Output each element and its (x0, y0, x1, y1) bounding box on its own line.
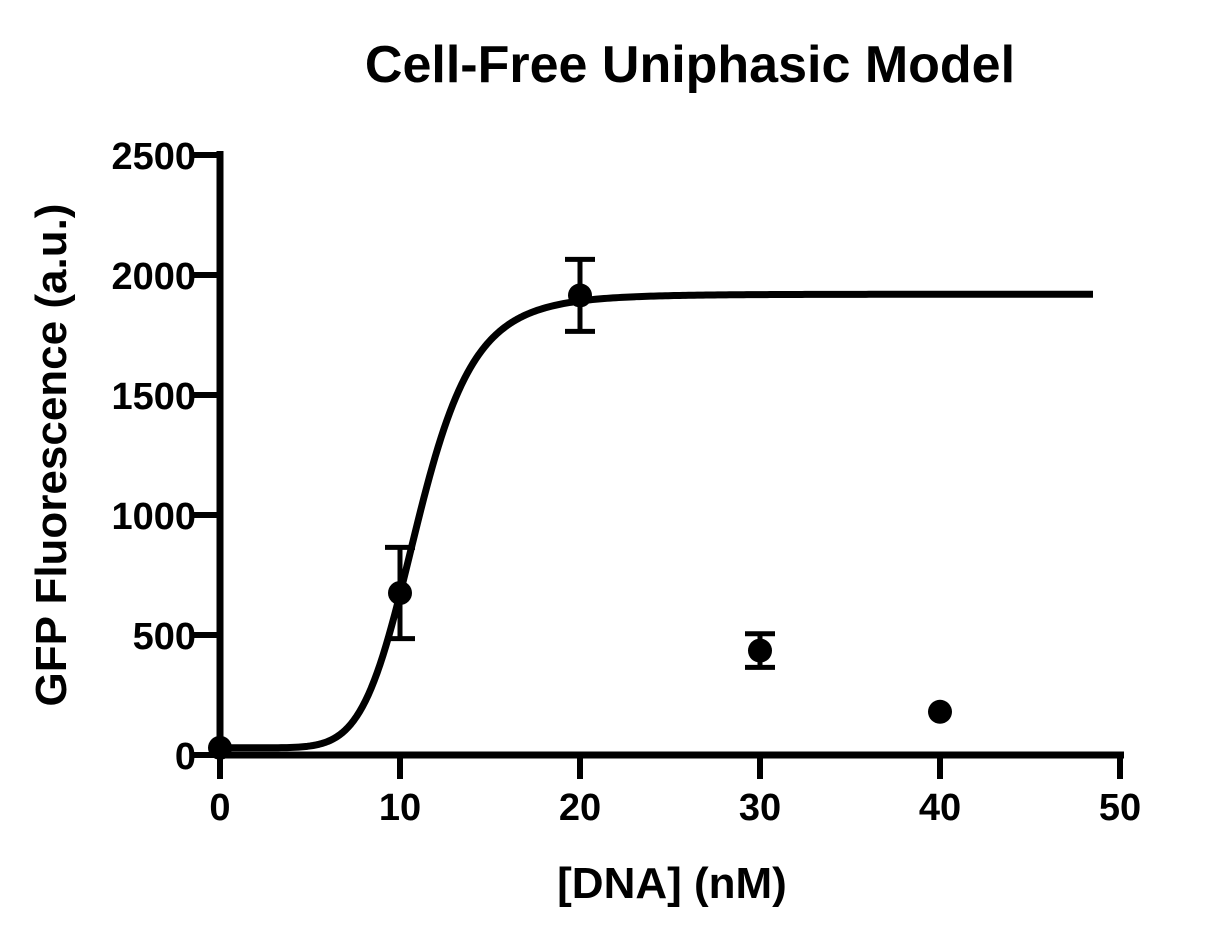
fit-layer (219, 290, 1094, 752)
points-layer (208, 256, 952, 760)
x-tick-label: 30 (739, 787, 781, 829)
data-point-group (385, 544, 415, 642)
data-point (748, 638, 772, 663)
fit-curve (219, 290, 1094, 752)
data-point (568, 283, 592, 308)
chart-title: Cell-Free Uniphasic Model (365, 36, 1015, 94)
x-tick-label: 20 (559, 787, 601, 829)
y-tick-label: 2500 (111, 136, 196, 178)
x-tick-label: 10 (379, 787, 421, 829)
data-point-group (928, 699, 952, 724)
data-point (208, 735, 232, 760)
data-point-group (565, 256, 595, 334)
y-tick-label: 2000 (111, 256, 196, 298)
y-tick-label: 0 (175, 736, 196, 778)
axes: 0 500 1000 1500 2000 2500 0 10 20 30 40 50 (111, 136, 1141, 829)
data-point-group (745, 631, 775, 670)
data-point (928, 699, 952, 724)
data-point-group (208, 735, 232, 760)
x-tick-label: 50 (1099, 787, 1141, 829)
x-tick-label: 0 (209, 787, 230, 829)
y-tick-label: 1500 (111, 376, 196, 418)
y-tick-label: 500 (133, 616, 196, 658)
x-axis-label: [DNA] (nM) (557, 859, 787, 908)
x-tick-label: 40 (919, 787, 961, 829)
y-tick-label: 1000 (111, 496, 196, 538)
y-axis-label: GFP Fluorescence (a.u.) (27, 204, 76, 707)
data-point (388, 581, 412, 605)
